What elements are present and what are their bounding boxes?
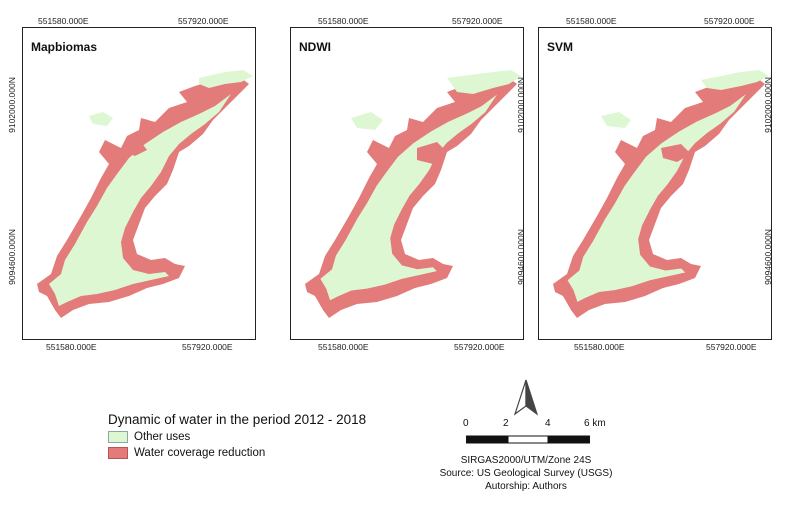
coord-upper-y: 9102000.000N [515,77,526,133]
coord-top-left: 551580.000E [318,16,369,26]
north-arrow-icon [513,379,539,416]
source-text: Source: US Geological Survey (USGS) [439,468,613,479]
panel-title: Mapbiomas [31,40,98,54]
coord-bottom-left: 551580.000E [574,342,625,352]
legend-item-other-uses: Other uses [108,430,190,444]
panel-title: NDWI [299,40,331,54]
scale-label-0: 0 [463,418,469,429]
coord-lower-y: 9094600.000N [762,229,773,285]
coord-bottom-right: 557920.000E [182,342,233,352]
legend-swatch [108,447,128,459]
map-panel-svm: SVM [538,27,772,340]
legend-swatch [108,431,128,443]
coord-top-right: 557920.000E [452,16,503,26]
coord-bottom-right: 557920.000E [706,342,757,352]
reservoir-map-ndwi [305,70,521,318]
scale-label-6km: 6 km [584,418,606,429]
scale-label-4: 4 [545,418,551,429]
coord-top-right: 557920.000E [178,16,229,26]
legend-label: Other uses [134,431,191,443]
coord-top-left: 551580.000E [566,16,617,26]
coord-lower-y: 9094600.000N [6,229,17,285]
legend-item-water-reduction: Water coverage reduction [108,446,265,460]
reservoir-map-svm [553,70,769,318]
coord-bottom-left: 551580.000E [318,342,369,352]
scale-label-2: 2 [503,418,509,429]
panel-title: SVM [547,40,574,54]
coord-upper-y: 9102000.000N [6,77,17,133]
scale-bar [466,435,590,444]
coord-bottom-right: 557920.000E [454,342,505,352]
coord-lower-y: 9094600.000N [515,229,526,285]
coord-top-left: 551580.000E [38,16,89,26]
authorship-text: Autorship: Authors [485,481,567,492]
coord-bottom-left: 551580.000E [46,342,97,352]
coord-upper-y: 9102000.000N [762,77,773,133]
map-panel-ndwi: NDWI [290,27,524,340]
reservoir-map-mapbiomas [37,70,253,318]
legend-label: Water coverage reduction [134,447,266,459]
legend-title: Dynamic of water in the period 2012 - 20… [108,412,367,427]
projection-text: SIRGAS2000/UTM/Zone 24S [460,455,592,466]
coord-top-right: 557920.000E [704,16,755,26]
map-panel-mapbiomas: Mapbiomas [22,27,256,340]
